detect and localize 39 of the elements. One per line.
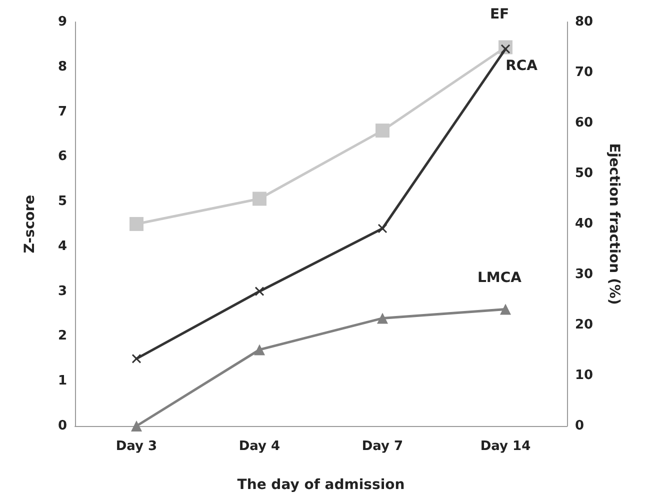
point (130, 217, 144, 231)
y-tick-label: 5 (58, 194, 67, 210)
point (378, 224, 388, 234)
y2-axis-title: Ejection fraction (%) (606, 143, 622, 305)
y2-tick-label: 40 (575, 216, 594, 232)
y2-tick-label: 80 (575, 14, 594, 30)
point (376, 124, 390, 138)
y-axis-title: Z-score (22, 194, 38, 254)
y-tick-label: 9 (58, 14, 67, 30)
y2-tick-label: 60 (575, 116, 594, 130)
point (254, 286, 264, 296)
y-tick-label: 0 (58, 418, 67, 434)
y-tick-label: 6 (58, 149, 67, 164)
x-tick-label: Day 14 (480, 439, 531, 454)
point (254, 344, 265, 356)
y2-tick-label: 10 (575, 368, 594, 383)
point (252, 192, 266, 206)
y-tick-label: 8 (58, 59, 67, 74)
y2-tick-label: 20 (575, 318, 594, 332)
y-tick-label: 3 (58, 284, 67, 299)
y2-tick-label: 0 (575, 418, 584, 434)
series-label: LMCA (478, 270, 522, 286)
y-tick-label: 7 (58, 104, 67, 120)
series-label: RCA (506, 58, 538, 74)
x-tick-label: Day 4 (238, 439, 280, 454)
point (377, 312, 388, 324)
point (132, 354, 142, 364)
y2-tick-label: 50 (575, 166, 594, 181)
x-axis-title: The day of admission (237, 477, 405, 493)
y-tick-label: 1 (58, 374, 67, 389)
y-tick-label: 2 (58, 328, 67, 344)
y2-tick-label: 30 (575, 267, 594, 282)
y2-tick-label: 70 (575, 65, 594, 80)
x-tick-label: Day 3 (116, 439, 158, 454)
point (131, 420, 142, 432)
y-tick-label: 4 (58, 238, 67, 254)
x-tick-label: Day 7 (362, 439, 404, 454)
series-label: EF (490, 6, 510, 22)
point (500, 304, 511, 315)
